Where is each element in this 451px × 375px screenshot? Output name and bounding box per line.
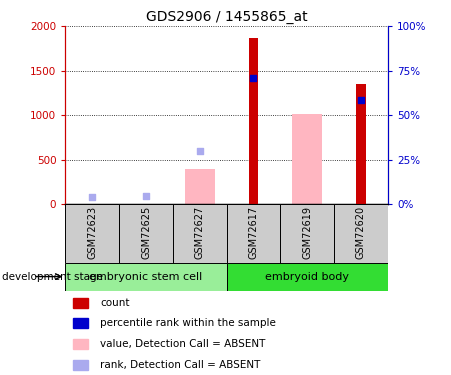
Bar: [185, 169, 215, 204]
Text: GSM72619: GSM72619: [302, 206, 312, 259]
Text: GSM72617: GSM72617: [249, 206, 258, 259]
Bar: [73, 318, 88, 328]
Point: [357, 97, 364, 103]
Bar: [173, 204, 226, 262]
Text: percentile rank within the sample: percentile rank within the sample: [100, 318, 276, 328]
Point: [250, 75, 257, 81]
Bar: [73, 298, 88, 308]
Bar: [119, 204, 173, 262]
Text: embryonic stem cell: embryonic stem cell: [89, 272, 202, 282]
Bar: [226, 204, 281, 262]
Text: GSM72623: GSM72623: [87, 206, 97, 259]
Bar: [249, 38, 258, 204]
Title: GDS2906 / 1455865_at: GDS2906 / 1455865_at: [146, 10, 308, 24]
Bar: [226, 262, 388, 291]
Bar: [65, 204, 119, 262]
Text: embryoid body: embryoid body: [265, 272, 349, 282]
Point: [196, 148, 203, 154]
Bar: [73, 360, 88, 370]
Bar: [292, 114, 322, 204]
Bar: [334, 204, 388, 262]
Text: count: count: [100, 298, 129, 308]
Bar: [356, 84, 366, 204]
Text: GSM72625: GSM72625: [141, 206, 151, 260]
Text: GSM72620: GSM72620: [356, 206, 366, 259]
Text: value, Detection Call = ABSENT: value, Detection Call = ABSENT: [100, 339, 265, 349]
Text: development stage: development stage: [2, 272, 103, 282]
Text: rank, Detection Call = ABSENT: rank, Detection Call = ABSENT: [100, 360, 260, 370]
Bar: [73, 339, 88, 349]
Point: [143, 194, 150, 200]
Bar: [65, 262, 226, 291]
Point: [89, 194, 96, 200]
Text: GSM72627: GSM72627: [195, 206, 205, 260]
Bar: [281, 204, 334, 262]
